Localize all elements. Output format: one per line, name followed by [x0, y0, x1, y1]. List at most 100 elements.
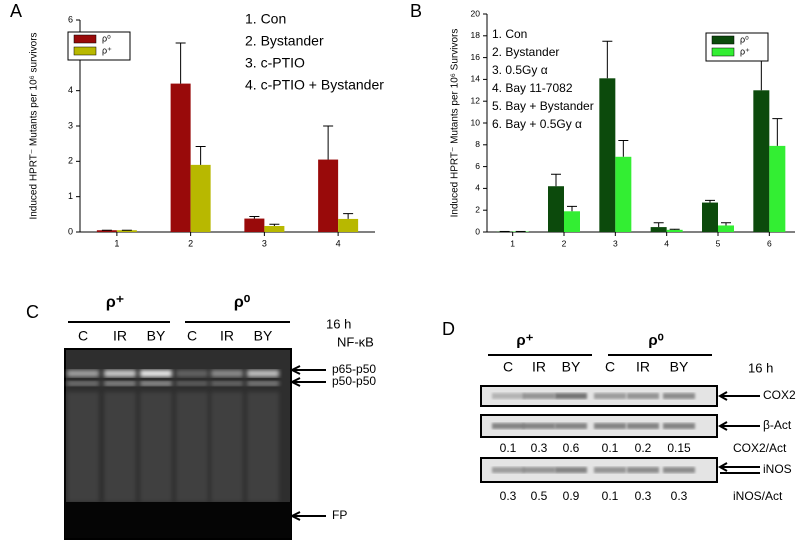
band: [663, 467, 695, 473]
error-bar: [772, 118, 783, 146]
bar: [548, 186, 564, 232]
band: [104, 381, 136, 386]
annotation: 2. Bystander: [245, 33, 324, 49]
smear: [67, 392, 99, 502]
x-tick-label: 5: [716, 238, 721, 248]
free-probe: [65, 502, 291, 538]
band: [140, 370, 172, 377]
ratio-value: 0.2: [635, 441, 652, 455]
arrow: [717, 391, 760, 401]
annotation: 3. 0.5Gy α: [492, 63, 548, 77]
error-bar: [551, 173, 561, 187]
y-tick-label: 10: [471, 117, 481, 127]
x-tick-label: 2: [562, 238, 567, 248]
lane-label: IR: [220, 328, 234, 344]
band-label: p50-p50: [332, 374, 376, 388]
lane-label: BY: [562, 359, 581, 375]
error-bar: [175, 42, 186, 84]
error-bar: [721, 222, 731, 226]
x-tick-label: 1: [510, 238, 515, 248]
y-tick-label: 20: [471, 8, 481, 18]
band: [140, 381, 172, 386]
annotation: 4. Bay 11-7082: [492, 81, 573, 95]
lane-label: IR: [636, 359, 650, 375]
lane-label: BY: [670, 359, 689, 375]
band: [104, 370, 136, 377]
smear: [176, 392, 208, 502]
band: [211, 370, 243, 377]
y-tick-label: 4: [68, 85, 73, 95]
bar: [702, 202, 718, 232]
panel-label: B: [410, 1, 422, 21]
annotation: 1. Con: [492, 27, 527, 41]
y-tick-label: 14: [471, 74, 481, 84]
band: [627, 423, 659, 429]
bar: [650, 227, 667, 232]
x-tick-label: 6: [767, 238, 772, 248]
bar: [264, 225, 285, 232]
band: [594, 467, 626, 473]
band: [555, 467, 587, 473]
bar: [564, 211, 580, 232]
error-bar: [669, 228, 680, 230]
arrow: [717, 462, 760, 474]
band: [594, 393, 626, 399]
band: [523, 423, 555, 429]
annotation: 3. c-PTIO: [245, 55, 305, 71]
legend-label: ρ⁰: [102, 33, 111, 43]
group-label: ρ⁺: [106, 294, 124, 311]
lane-label: C: [78, 328, 88, 344]
legend-label: ρ⁰: [740, 34, 749, 44]
panel-label: D: [442, 319, 455, 339]
y-tick-label: 4: [475, 183, 480, 193]
annotation: 2. Bystander: [492, 45, 559, 59]
y-tick-label: 16: [471, 52, 481, 62]
smear: [211, 392, 243, 502]
legend-swatch: [73, 46, 97, 56]
target-label: NF-κB: [337, 334, 374, 349]
y-tick-label: 18: [471, 30, 481, 40]
y-tick-label: 0: [475, 226, 480, 236]
smear: [247, 392, 279, 502]
band: [555, 393, 587, 399]
band: [492, 393, 524, 399]
band-label: FP: [332, 508, 347, 522]
error-bar: [343, 213, 354, 219]
band: [492, 467, 524, 473]
y-tick-label: 0: [68, 226, 73, 236]
ratio-value: 0.3: [500, 489, 517, 503]
error-bar: [705, 199, 715, 203]
lane-label: C: [503, 359, 513, 375]
band: [211, 381, 243, 386]
arrow: [717, 421, 760, 431]
legend-swatch: [711, 47, 735, 57]
annotation: 6. Bay + 0.5Gy α: [492, 117, 582, 131]
smear: [140, 392, 172, 502]
legend-label: ρ⁺: [102, 45, 112, 55]
group-label: ρ⁰: [234, 294, 251, 311]
time-label: 16 h: [326, 316, 351, 331]
bar: [318, 159, 339, 232]
error-bar: [195, 145, 206, 165]
legend-swatch: [711, 35, 735, 45]
band: [663, 423, 695, 429]
bar: [96, 230, 117, 232]
error-bar: [249, 215, 260, 219]
error-bar: [567, 205, 577, 212]
x-tick-label: 1: [114, 238, 119, 248]
group-label: ρ⁺: [516, 332, 533, 349]
bar: [615, 156, 632, 232]
y-tick-label: 2: [68, 156, 73, 166]
blot-label: β-Act: [763, 418, 792, 432]
ratio-label: COX2/Act: [733, 441, 787, 455]
band-label: p65-p50: [332, 362, 376, 376]
ratio-label: iNOS/Act: [733, 489, 783, 503]
bar: [116, 230, 137, 232]
band: [176, 381, 208, 386]
band: [247, 370, 279, 377]
legend-label: ρ⁺: [740, 46, 750, 56]
lane-label: BY: [254, 328, 273, 344]
error-bar: [653, 222, 664, 228]
bar: [753, 90, 770, 232]
